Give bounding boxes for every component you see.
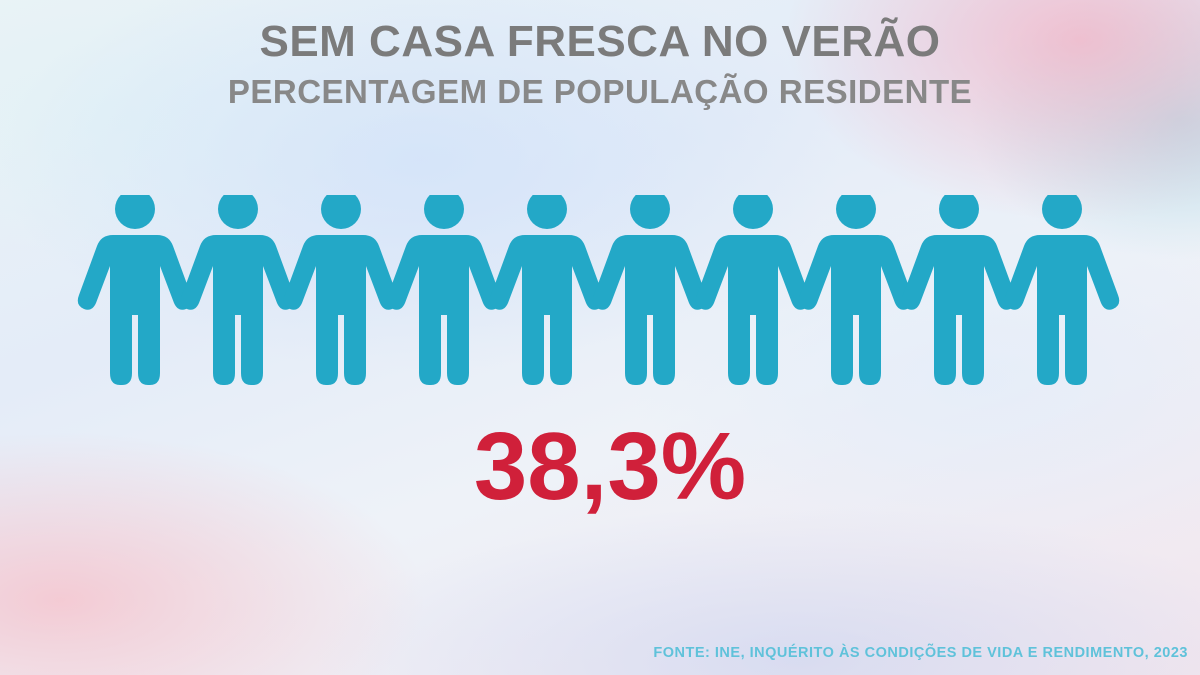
chart-title: SEM CASA FRESCA NO VERÃO (259, 17, 941, 66)
source-note: FONTE: INE, INQUÉRITO ÀS CONDIÇÕES DE VI… (653, 645, 1188, 661)
person-icon (489, 195, 605, 385)
person-icon (180, 195, 296, 385)
pictogram (77, 195, 1120, 385)
person-icon (592, 195, 708, 385)
person-icon (901, 195, 1017, 385)
person-icon (283, 195, 399, 385)
chart-subtitle: PERCENTAGEM DE POPULAÇÃO RESIDENTE (227, 73, 973, 110)
person-icon (695, 195, 811, 385)
person-icon (77, 195, 193, 385)
person-icon (386, 195, 502, 385)
value-label: 38,3% (473, 413, 747, 520)
person-icon (1004, 195, 1120, 385)
person-icon (798, 195, 914, 385)
